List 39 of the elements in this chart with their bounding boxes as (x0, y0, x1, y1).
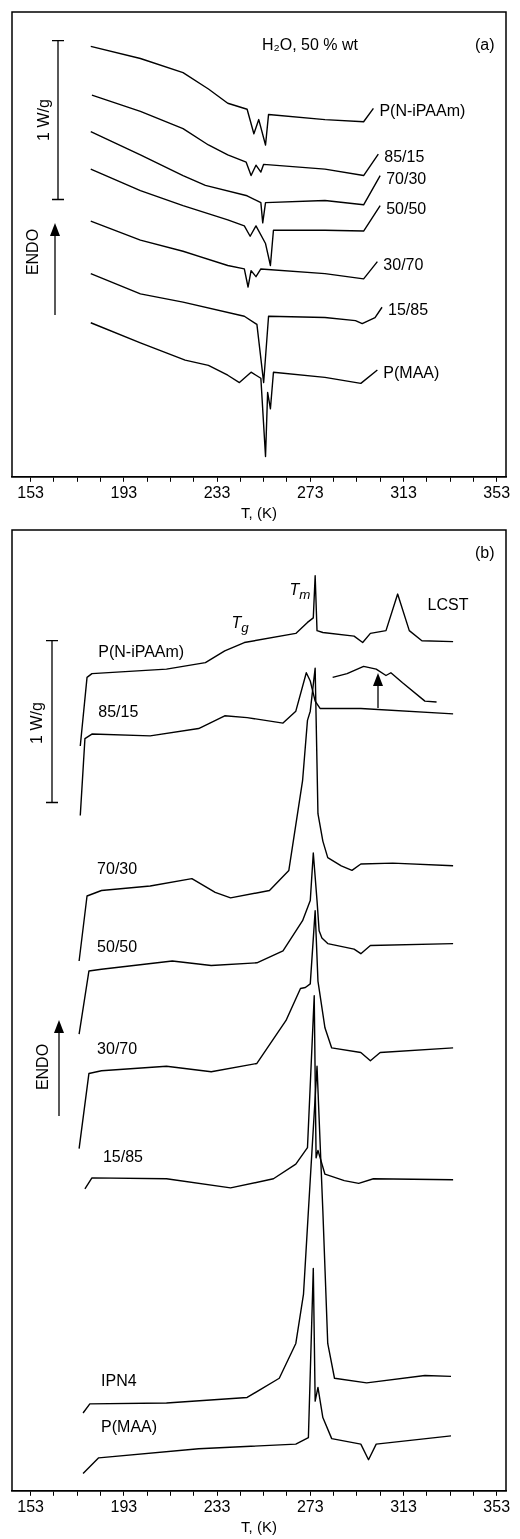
series-label: P(MAA) (383, 364, 440, 382)
series-label: 70/30 (386, 169, 427, 187)
series-label: 30/70 (383, 255, 424, 273)
x-tick-label: 273 (296, 1497, 324, 1515)
series-label: 70/30 (97, 859, 138, 877)
annotation: 1 W/g (27, 702, 45, 744)
text: (b) (475, 544, 495, 561)
x-tick-label: 193 (110, 483, 138, 501)
x-tick-label: 153 (17, 483, 45, 501)
x-tick-label: 193 (110, 1497, 138, 1515)
annotation: ENDO (34, 1043, 52, 1091)
x-axis-title: T, (K) (241, 504, 277, 522)
x-tick-label: 153 (17, 1497, 45, 1515)
series-label: 50/50 (386, 199, 427, 217)
series-label: IPN4 (101, 1371, 137, 1389)
x-tick-label: 313 (390, 1497, 417, 1515)
x-axis-title: T, (K) (241, 1518, 277, 1536)
annotation: T$_{m}$ (289, 581, 311, 603)
x-tick-label: 273 (296, 483, 324, 501)
x-tick-label: 233 (203, 1497, 231, 1515)
x-tick-label: 353 (483, 1497, 511, 1515)
annotation: H₂O, 50 % wt (262, 36, 359, 53)
series-label: 50/50 (97, 938, 138, 956)
series-label: 30/70 (97, 1039, 138, 1057)
series-label: P(N-iPAAm) (98, 642, 185, 660)
annotation: T$_{g}$ (231, 614, 249, 636)
annotation: LCST (427, 596, 469, 613)
annotation: ENDO (24, 228, 42, 276)
x-tick-label: 353 (483, 483, 511, 501)
x-tick-label: 233 (203, 483, 231, 501)
annotation: (a) (475, 36, 495, 53)
series-label: 15/85 (388, 301, 429, 319)
series-label: P(MAA) (101, 1417, 158, 1435)
series-label: P(N-iPAAm) (379, 102, 466, 120)
series-label: 15/85 (102, 1147, 143, 1165)
x-tick-label: 313 (390, 483, 417, 501)
annotation: 1 W/g (34, 99, 52, 141)
series-label: 85/15 (384, 148, 425, 166)
series-label: 85/15 (98, 703, 139, 721)
